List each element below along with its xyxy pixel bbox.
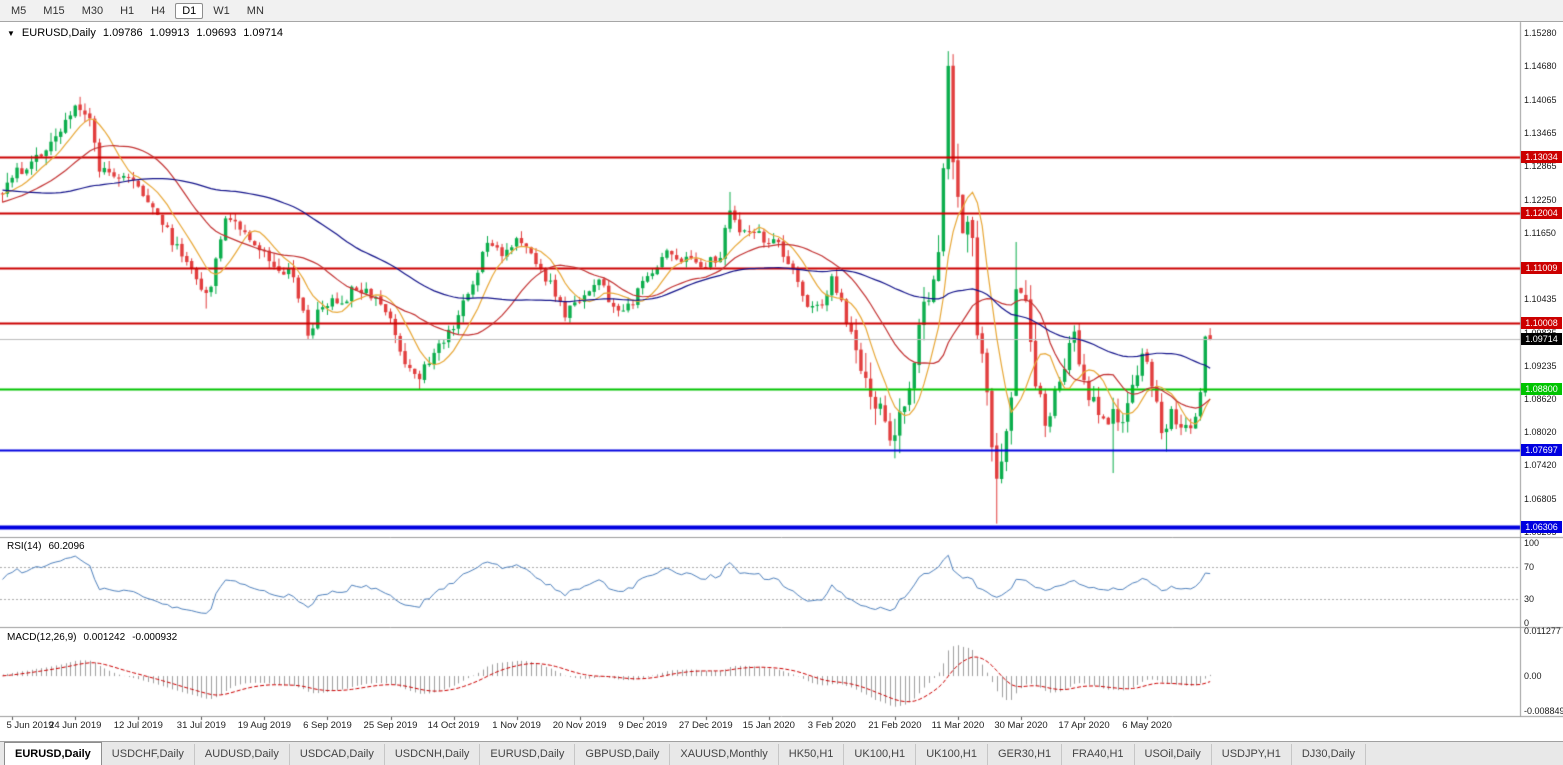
chart-tab-gbpusd-daily[interactable]: GBPUSD,Daily (575, 744, 671, 765)
timeframe-button-m5[interactable]: M5 (4, 3, 33, 19)
chart-tab-usdchf-daily[interactable]: USDCHF,Daily (102, 744, 195, 765)
chart-tab-uk100-h1[interactable]: UK100,H1 (916, 744, 988, 765)
chart-tab-xauusd-monthly[interactable]: XAUUSD,Monthly (670, 744, 779, 765)
chart-tab-usdcnh-daily[interactable]: USDCNH,Daily (385, 744, 481, 765)
chart-tab-dj30-daily[interactable]: DJ30,Daily (1292, 744, 1367, 765)
timeframe-toolbar: M5 M15 M30 H1 H4 D1 W1 MN (0, 0, 1563, 22)
timeframe-button-d1[interactable]: D1 (175, 2, 204, 19)
timeframe-button-w1[interactable]: W1 (206, 3, 237, 19)
chart-tab-usdcad-daily[interactable]: USDCAD,Daily (290, 744, 385, 765)
chart-tab-hk50-h1[interactable]: HK50,H1 (779, 744, 845, 765)
timeframe-button-h1[interactable]: H1 (113, 3, 141, 19)
chart-tab-audusd-daily[interactable]: AUDUSD,Daily (195, 744, 290, 765)
timeframe-button-h4[interactable]: H4 (144, 3, 172, 19)
timeframe-button-m15[interactable]: M15 (36, 3, 71, 19)
chart-tab-ger30-h1[interactable]: GER30,H1 (988, 744, 1063, 765)
chart-tab-usdjpy-h1[interactable]: USDJPY,H1 (1212, 744, 1292, 765)
chart-tab-uk100-h1[interactable]: UK100,H1 (844, 744, 917, 765)
chart-canvas[interactable] (0, 0, 1563, 741)
chart-tab-eurusd-daily[interactable]: EURUSD,Daily (4, 742, 102, 765)
chart-tab-usoil-daily[interactable]: USOil,Daily (1135, 744, 1212, 765)
chart-tabs: EURUSD,Daily USDCHF,Daily AUDUSD,Daily USDC… (0, 741, 1563, 765)
timeframe-button-mn[interactable]: MN (240, 3, 271, 19)
chart-tab-eurusd-daily[interactable]: EURUSD,Daily (480, 744, 576, 765)
chart-tab-fra40-h1[interactable]: FRA40,H1 (1062, 744, 1135, 765)
timeframe-button-m30[interactable]: M30 (75, 3, 110, 19)
